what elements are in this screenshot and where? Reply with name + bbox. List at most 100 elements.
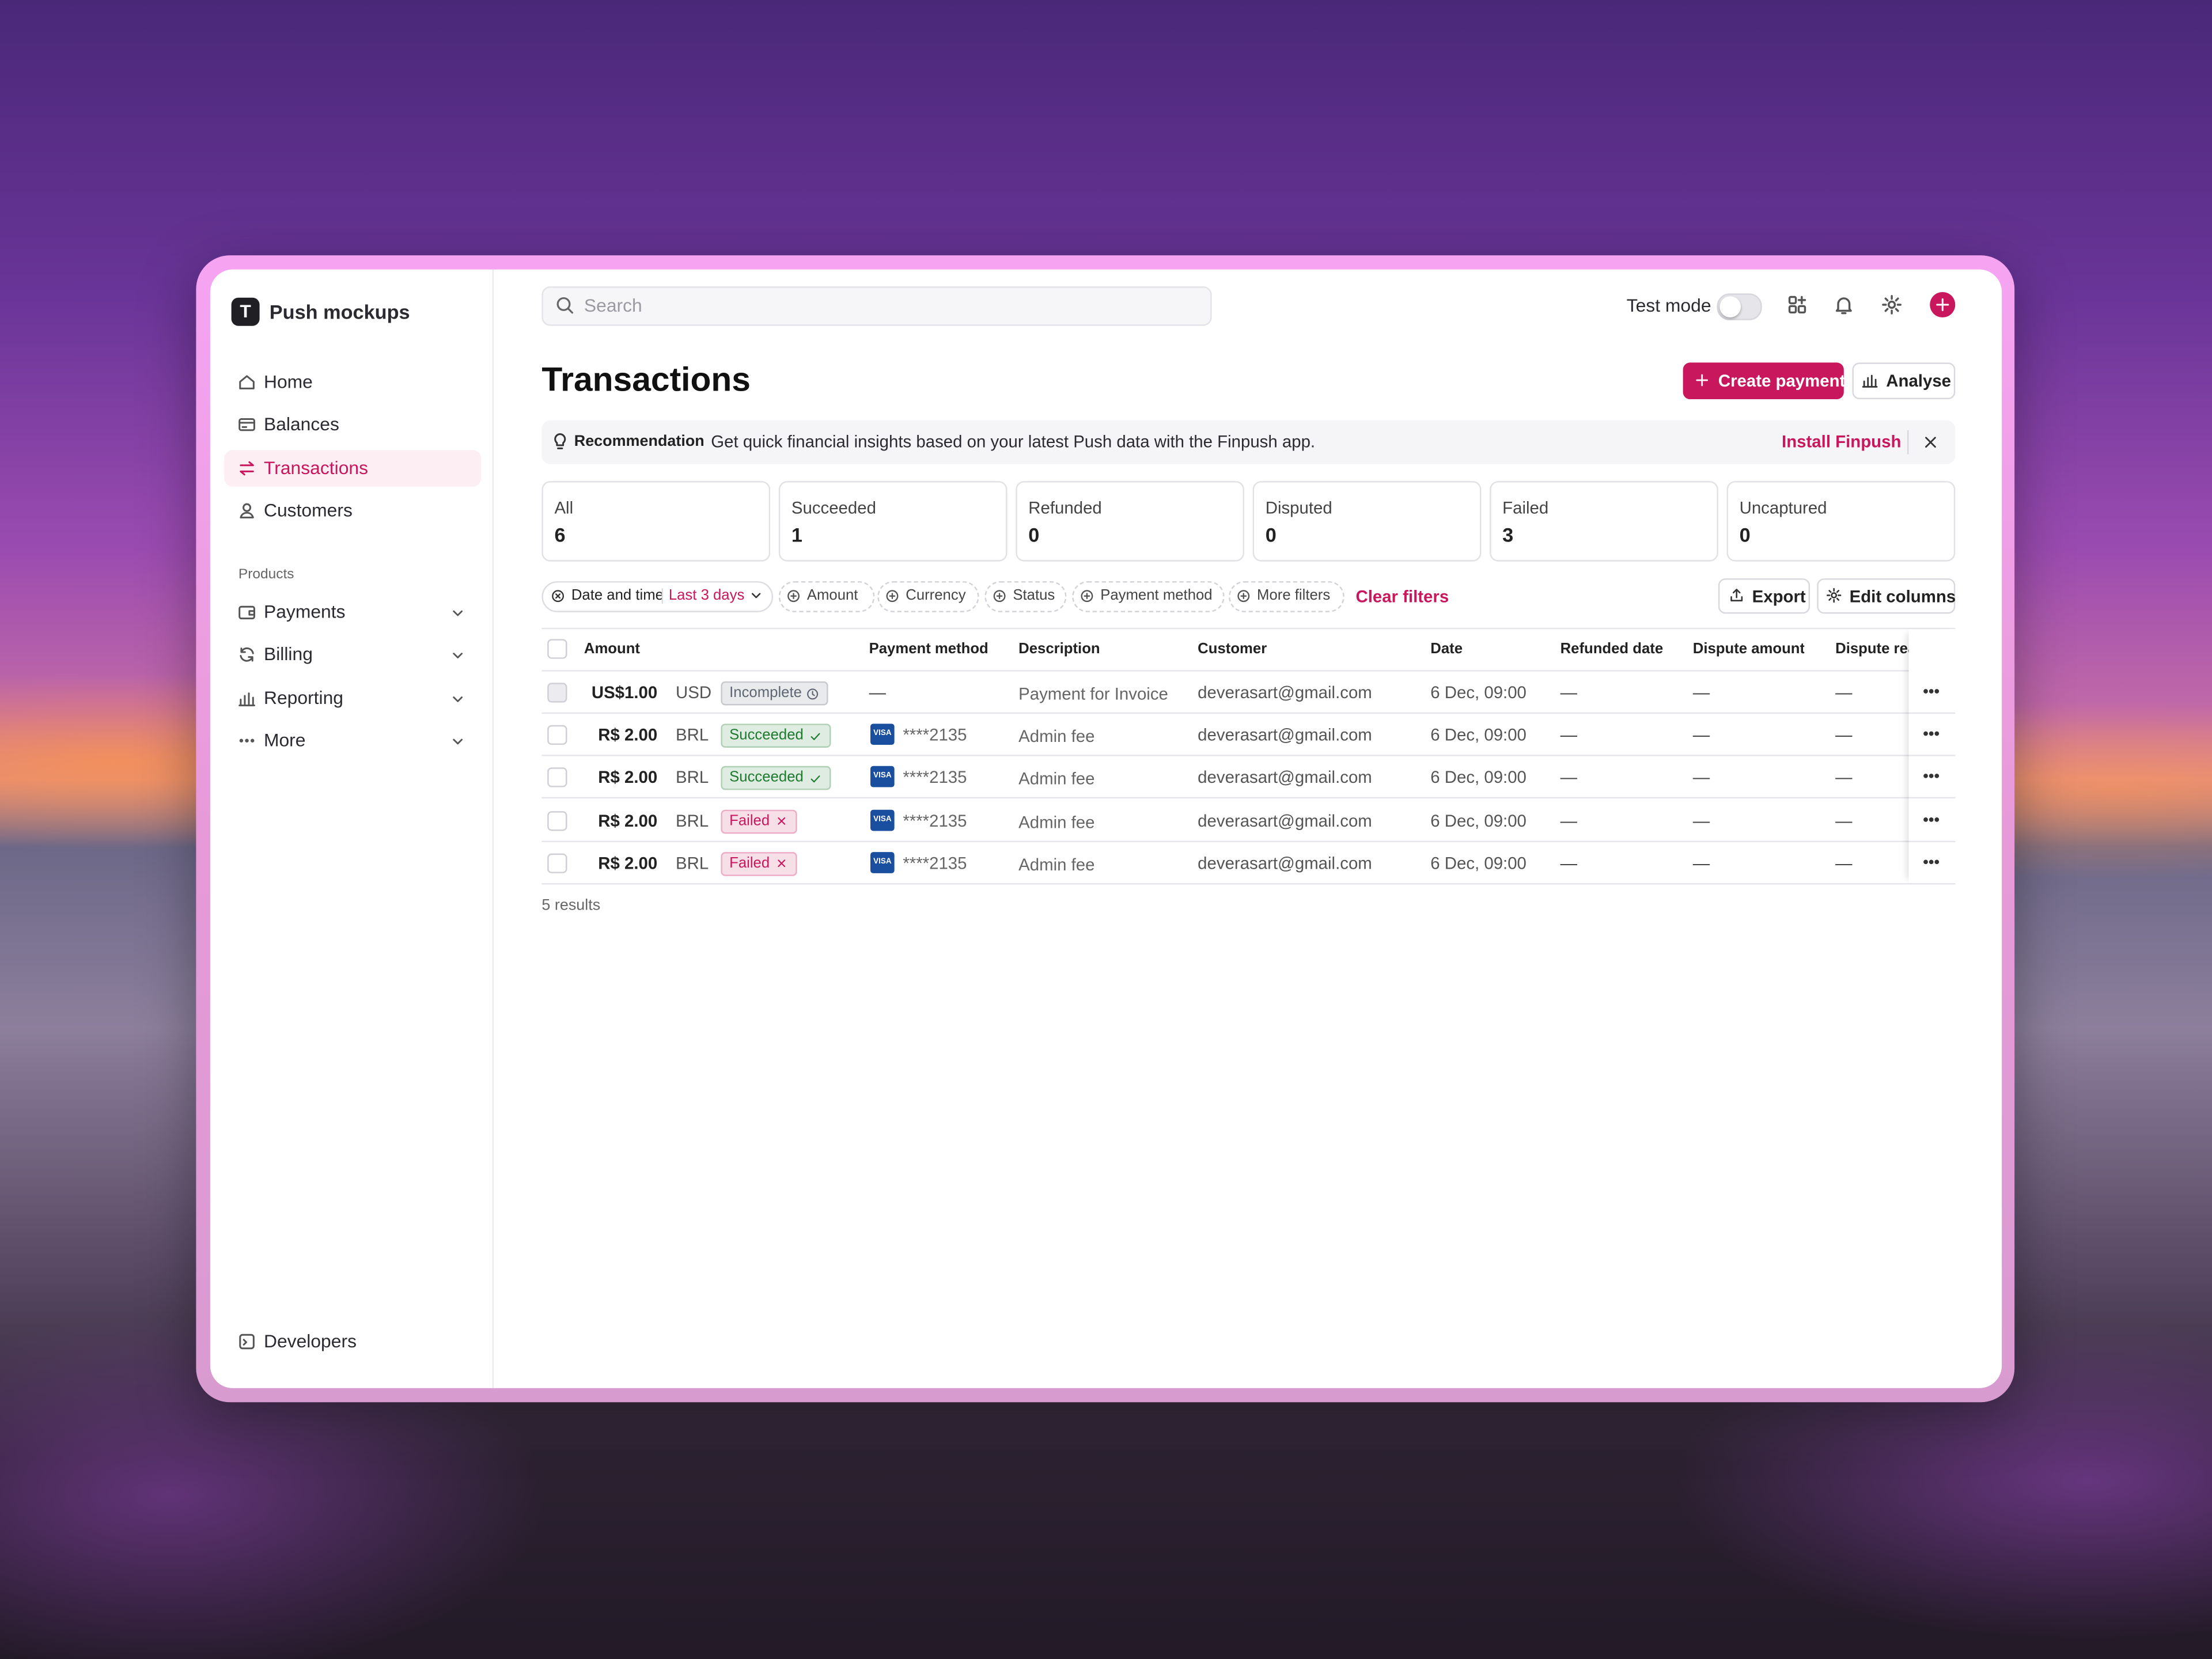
chip-icon: [1237, 590, 1250, 603]
table-row[interactable]: [541, 800, 1956, 842]
product-item[interactable]: Payments: [263, 601, 346, 623]
amount: US$1.00: [591, 683, 658, 703]
banner-tag: Recommendation: [574, 433, 704, 450]
search-box[interactable]: [541, 286, 1212, 326]
filter-chip[interactable]: [1229, 581, 1344, 612]
edit-columns-icon: [1827, 588, 1842, 603]
select-all-checkbox[interactable]: [547, 639, 567, 659]
status-icon: [777, 817, 785, 825]
row-rule: [1908, 755, 1956, 757]
dispute-reason: —: [1835, 768, 1853, 788]
tab-count: 3: [1502, 523, 1514, 546]
column-header: Date: [1430, 640, 1463, 658]
card-brand: VISA: [870, 724, 895, 745]
status-badge: Incomplete: [721, 681, 829, 706]
product-icon: [238, 605, 255, 620]
notifications-button: [1835, 297, 1852, 315]
column-header: Description: [1018, 640, 1100, 658]
status-tab[interactable]: [1726, 481, 1956, 562]
analyse-button[interactable]: [1852, 362, 1956, 400]
dispute-reason: —: [1835, 683, 1853, 703]
status-tab[interactable]: [1490, 481, 1718, 562]
filter-chip[interactable]: [984, 581, 1067, 612]
create-payment-button[interactable]: [1683, 362, 1844, 400]
developers-icon: [239, 1334, 255, 1350]
edit-columns-button[interactable]: [1817, 578, 1956, 614]
customer: deverasart@gmail.com: [1198, 853, 1372, 873]
status-icon: [810, 732, 820, 740]
date: 6 Dec, 09:00: [1430, 853, 1527, 873]
filter-chip-label: Currency: [906, 586, 966, 604]
date-filter-label: Date and time: [571, 586, 664, 604]
product-item[interactable]: Billing: [263, 643, 313, 665]
filter-chip[interactable]: [778, 581, 875, 612]
status-tab[interactable]: [1016, 481, 1245, 562]
status-icon: [808, 688, 819, 699]
tab-label: Failed: [1502, 498, 1549, 518]
row-checkbox[interactable]: [547, 725, 567, 745]
nav-icon: [240, 503, 254, 518]
column-header: Amount: [584, 640, 641, 658]
results-count: 5 results: [541, 897, 601, 914]
row-rule: [1908, 712, 1956, 714]
row-checkbox[interactable]: [547, 853, 567, 873]
nav-item[interactable]: Home: [263, 371, 313, 392]
status-tab[interactable]: [541, 481, 771, 562]
payment-method: —: [869, 683, 886, 703]
row-rule: [1908, 882, 1956, 885]
developers-link[interactable]: Developers: [263, 1330, 357, 1352]
table-row[interactable]: [541, 714, 1956, 757]
table-row[interactable]: [541, 842, 1956, 885]
search-icon: [556, 297, 574, 314]
nav-item[interactable]: Transactions: [263, 456, 369, 478]
export-button[interactable]: [1718, 578, 1810, 614]
filter-chip[interactable]: [1072, 581, 1225, 612]
nav-item[interactable]: Balances: [263, 414, 339, 435]
chevron: [453, 738, 463, 745]
banner-action[interactable]: Install Finpush: [1782, 431, 1902, 452]
description: Payment for Invoice: [1018, 684, 1168, 704]
nav-item[interactable]: Customers: [263, 499, 353, 521]
card-brand: VISA: [870, 809, 895, 831]
section-label: Products: [238, 567, 294, 583]
nav-active-bg: [224, 449, 482, 486]
customer: deverasart@gmail.com: [1198, 768, 1372, 788]
export-icon: [1730, 589, 1743, 601]
row-checkbox[interactable]: [547, 768, 567, 788]
row-rule: [1908, 797, 1956, 800]
clear-filters[interactable]: Clear filters: [1355, 586, 1449, 607]
description: Admin fee: [1018, 812, 1095, 832]
payment-method: ****2135: [903, 725, 967, 745]
amount: R$ 2.00: [598, 810, 658, 831]
tab-label: Refunded: [1028, 498, 1102, 518]
row-checkbox[interactable]: [547, 810, 567, 831]
analyse-icon: [1862, 374, 1878, 388]
column-header: Dispute reason: [1835, 640, 1908, 658]
card-brand: VISA: [870, 766, 895, 788]
dispute-amount: —: [1692, 810, 1710, 831]
column-header: Payment method: [869, 640, 988, 658]
product-item[interactable]: More: [263, 729, 306, 751]
tab-label: Uncaptured: [1739, 498, 1827, 518]
filter-chip-label: Payment method: [1100, 586, 1213, 604]
status-tab[interactable]: [1252, 481, 1482, 562]
refunded-date: —: [1560, 768, 1577, 788]
column-header: Dispute amount: [1692, 640, 1805, 658]
header-row-rule: [541, 670, 1956, 672]
column-header: Refunded date: [1560, 640, 1664, 658]
description: Admin fee: [1018, 854, 1095, 874]
product-item[interactable]: Reporting: [263, 686, 344, 708]
filter-chip[interactable]: [877, 581, 979, 612]
payment-method: ****2135: [903, 853, 967, 873]
payment-method: ****2135: [903, 810, 967, 831]
payment-method: ****2135: [903, 768, 967, 788]
table-row[interactable]: [541, 672, 1956, 714]
status-tab[interactable]: [778, 481, 1007, 562]
row-checkbox[interactable]: [547, 683, 567, 703]
table-row[interactable]: [541, 757, 1956, 800]
currency: BRL: [676, 810, 709, 831]
date-filter-chip[interactable]: [541, 581, 774, 612]
banner-text: Get quick financial insights based on yo…: [711, 431, 1316, 452]
status-icon: [810, 775, 820, 782]
